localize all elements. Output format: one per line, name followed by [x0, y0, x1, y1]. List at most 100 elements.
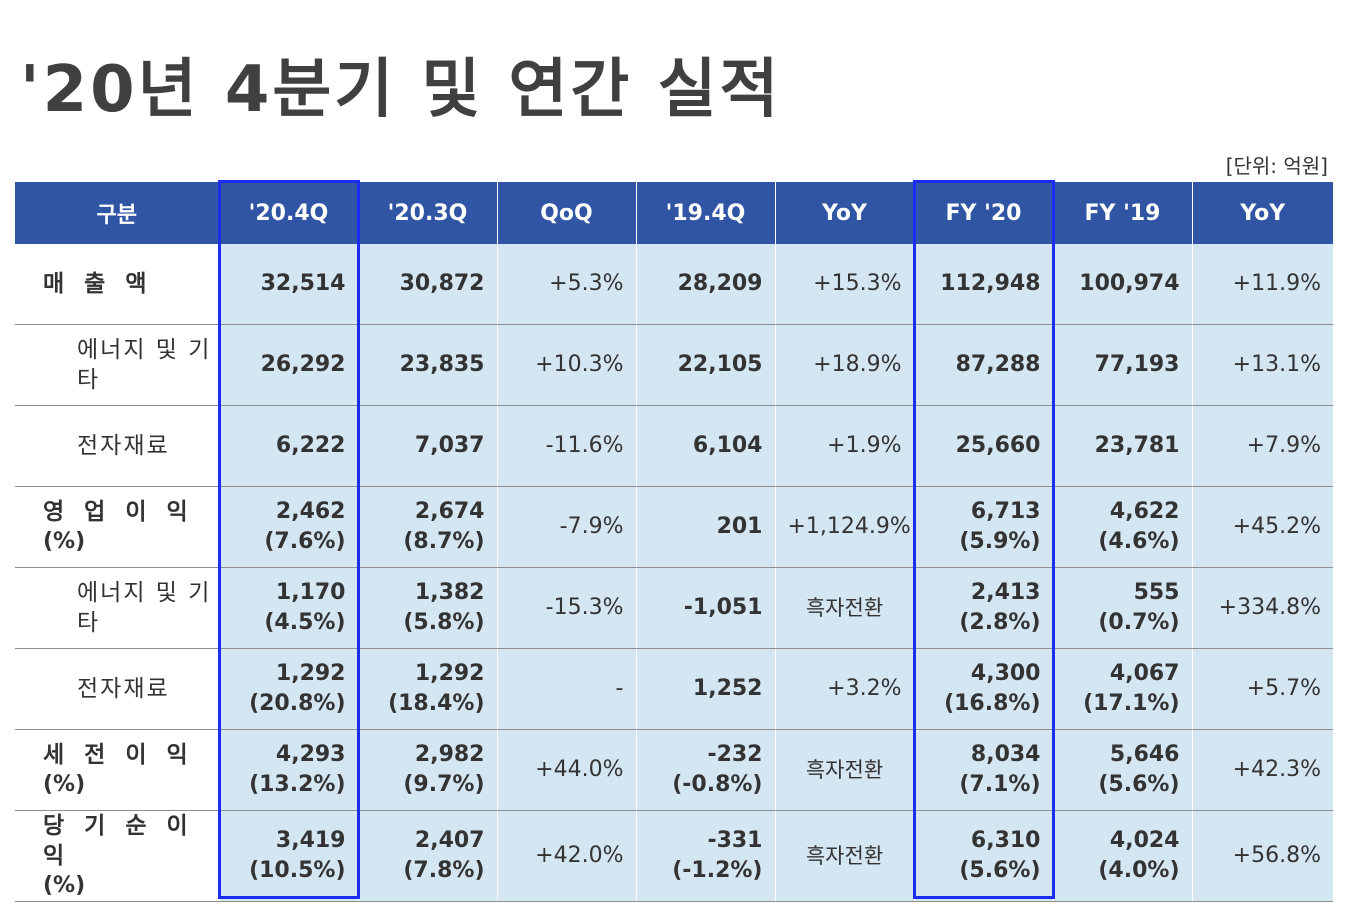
row-label: 에너지 및 기타 — [15, 567, 219, 649]
row-label-text: 영 업 이 익 — [43, 499, 194, 525]
column-header: 구분 — [15, 182, 219, 244]
change-cell: +1,124.9% — [774, 486, 914, 568]
row-label-text: 에너지 및 기타 — [77, 337, 212, 393]
cell-text: (10.5%) — [249, 858, 346, 883]
cell-text: (-0.8%) — [672, 772, 763, 797]
value-cell: 5,646 (5.6%) — [1052, 729, 1192, 811]
table-row: 영 업 이 익 (%) 2,462 (7.6%) 2,674 (8.7%) -7.9% 201… — [15, 486, 1333, 568]
table-row: 세 전 이 익 (%) 4,293 (13.2%) 2,982 (9.7%) +44.0% -… — [15, 729, 1333, 811]
value-cell: 6,310 (5.6%) — [913, 810, 1053, 902]
cell-text: +7.9% — [1246, 433, 1321, 458]
cell-text: (4.6%) — [1098, 529, 1180, 554]
cell-text: +42.0% — [535, 843, 624, 868]
change-cell: +10.3% — [496, 324, 636, 406]
cell-text: (0.7%) — [1098, 610, 1180, 635]
column-header: '19.4Q — [635, 182, 775, 244]
cell-text: 32,514 — [260, 271, 346, 296]
change-cell: +15.3% — [774, 244, 914, 325]
cell-text: -7.9% — [559, 514, 624, 539]
cell-text: -331 — [707, 828, 763, 853]
cell-text: (7.1%) — [959, 772, 1041, 797]
cell-text: 2,413 — [970, 580, 1041, 605]
cell-text: 100,974 — [1079, 271, 1180, 296]
change-cell: +42.3% — [1191, 729, 1333, 811]
value-cell: 25,660 — [913, 405, 1053, 487]
change-cell: - — [496, 648, 636, 730]
row-label-text: 전자재료 — [77, 433, 170, 459]
column-header: '20.3Q — [357, 182, 497, 244]
row-label: 매 출 액 — [15, 244, 219, 325]
cell-text: 30,872 — [399, 271, 485, 296]
change-cell: +3.2% — [774, 648, 914, 730]
row-label-text: 매 출 액 — [43, 271, 153, 297]
cell-text: 23,781 — [1094, 433, 1180, 458]
row-label-text: 에너지 및 기타 — [77, 580, 212, 636]
value-cell: -232 (-0.8%) — [635, 729, 775, 811]
change-cell: +18.9% — [774, 324, 914, 406]
cell-text: 1,292 — [414, 661, 485, 686]
cell-text: +5.3% — [549, 271, 624, 296]
cell-text: 555 — [1133, 580, 1180, 605]
cell-text: 2,674 — [414, 499, 485, 524]
table-body: 매 출 액 32,514 30,872 +5.3% 28,209 +15.3% 112,94… — [15, 244, 1333, 902]
value-cell: 23,781 — [1052, 405, 1192, 487]
cell-text: (5.6%) — [959, 858, 1041, 883]
cell-text: 6,104 — [692, 433, 763, 458]
cell-text: +11.9% — [1232, 271, 1321, 296]
row-label: 에너지 및 기타 — [15, 324, 219, 406]
cell-text: 3,419 — [275, 828, 346, 853]
cell-text: +56.8% — [1232, 843, 1321, 868]
cell-text: 흑자전환 — [805, 596, 884, 620]
value-cell: 4,622 (4.6%) — [1052, 486, 1192, 568]
column-header: YoY — [774, 182, 914, 244]
value-cell: 3,419 (10.5%) — [218, 810, 358, 902]
cell-text: 흑자전환 — [805, 844, 884, 868]
value-cell: 8,034 (7.1%) — [913, 729, 1053, 811]
value-cell: 30,872 — [357, 244, 497, 325]
value-cell: -1,051 — [635, 567, 775, 649]
cell-text: +1,124.9% — [787, 514, 911, 539]
change-cell: +13.1% — [1191, 324, 1333, 406]
value-cell: 100,974 — [1052, 244, 1192, 325]
cell-text: 2,982 — [414, 742, 485, 767]
column-header: YoY — [1191, 182, 1333, 244]
table-row: 전자재료 6,222 7,037 -11.6% 6,104 +1.9% 25,660 23,7… — [15, 405, 1333, 487]
row-label-pct: (%) — [43, 873, 86, 898]
table-row: 당 기 순 이 익 (%) 3,419 (10.5%) 2,407 (7.8%) +42.0… — [15, 810, 1333, 902]
cell-text: +5.7% — [1246, 676, 1321, 701]
cell-text: +15.3% — [813, 271, 902, 296]
row-label: 전자재료 — [15, 405, 219, 487]
change-cell: 흑자전환 — [774, 567, 914, 649]
value-cell: 112,948 — [913, 244, 1053, 325]
value-cell: 1,292 (20.8%) — [218, 648, 358, 730]
change-cell: +5.3% — [496, 244, 636, 325]
cell-text: (7.6%) — [264, 529, 346, 554]
change-cell: -11.6% — [496, 405, 636, 487]
cell-text: 26,292 — [260, 352, 346, 377]
change-cell: +42.0% — [496, 810, 636, 902]
cell-text: 흑자전환 — [805, 758, 884, 782]
value-cell: 555 (0.7%) — [1052, 567, 1192, 649]
cell-text: 1,252 — [692, 676, 763, 701]
cell-text: 8,034 — [970, 742, 1041, 767]
table-row: 매 출 액 32,514 30,872 +5.3% 28,209 +15.3% 112,94… — [15, 244, 1333, 325]
value-cell: 201 — [635, 486, 775, 568]
value-cell: 23,835 — [357, 324, 497, 406]
cell-text: 6,222 — [275, 433, 346, 458]
value-cell: 6,222 — [218, 405, 358, 487]
row-label-pct: (%) — [43, 772, 86, 797]
value-cell: 4,024 (4.0%) — [1052, 810, 1192, 902]
value-cell: 4,067 (17.1%) — [1052, 648, 1192, 730]
change-cell: -15.3% — [496, 567, 636, 649]
value-cell: 87,288 — [913, 324, 1053, 406]
cell-text: (2.8%) — [959, 610, 1041, 635]
row-label-text: 세 전 이 익 — [43, 742, 194, 768]
row-label: 당 기 순 이 익 (%) — [15, 810, 219, 902]
unit-note: [단위: 억원] — [1225, 154, 1328, 178]
column-header: FY '20 — [913, 182, 1053, 244]
cell-text: 4,622 — [1109, 499, 1180, 524]
cell-text: -1,051 — [683, 595, 763, 620]
cell-text: 22,105 — [677, 352, 763, 377]
cell-text: 4,293 — [275, 742, 346, 767]
cell-text: (16.8%) — [944, 691, 1041, 716]
